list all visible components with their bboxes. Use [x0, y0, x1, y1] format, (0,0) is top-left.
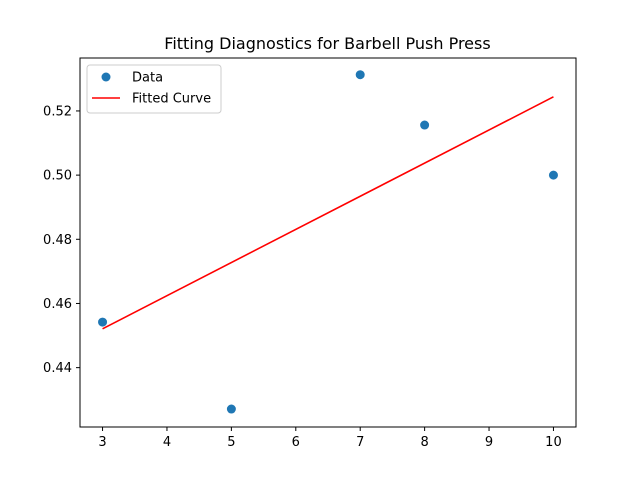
- data-point-3: [420, 120, 430, 130]
- y-tick-label-0.48: 0.48: [43, 233, 72, 248]
- x-tick-label-10: 10: [545, 435, 562, 450]
- legend-label-1: Fitted Curve: [132, 92, 211, 107]
- plot-frame: [79, 57, 577, 428]
- legend-box: [86, 64, 222, 114]
- y-tick-label-0.44: 0.44: [43, 361, 72, 376]
- chart-title: Fitting Diagnostics for Barbell Push Pre…: [164, 34, 490, 53]
- x-tick-label-3: 3: [98, 435, 106, 450]
- x-tick-label-5: 5: [227, 435, 235, 450]
- plot-area: [98, 70, 558, 414]
- data-point-4: [548, 170, 558, 180]
- y-tick-label-0.5: 0.50: [43, 169, 72, 184]
- x-tick-label-6: 6: [292, 435, 300, 450]
- x-tick-label-4: 4: [163, 435, 171, 450]
- x-tick-label-7: 7: [356, 435, 364, 450]
- x-tick-label-8: 8: [420, 435, 428, 450]
- y-tick-label-0.46: 0.46: [43, 297, 72, 312]
- data-point-2: [355, 70, 365, 80]
- axes: 3 4 5 6 7 8 9 10 0.44 0.46 0.48 0.50 0.52: [43, 57, 577, 450]
- legend-marker-data: [101, 72, 111, 82]
- legend-label-0: Data: [132, 71, 163, 86]
- fitted-curve-line: [102, 96, 554, 330]
- legend: Data Fitted Curve: [86, 64, 222, 114]
- data-point-0: [98, 317, 108, 327]
- y-tick-label-0.52: 0.52: [43, 104, 72, 119]
- data-point-1: [226, 404, 236, 414]
- x-tick-label-9: 9: [485, 435, 493, 450]
